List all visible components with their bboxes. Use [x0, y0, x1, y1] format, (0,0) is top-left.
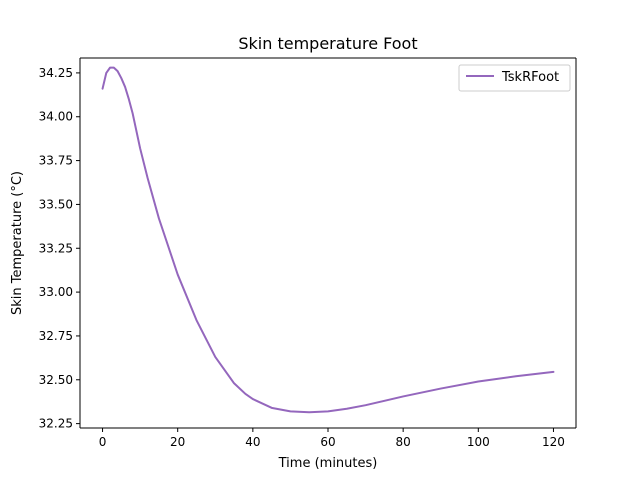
y-axis-ticks: 32.25 32.50 32.75 33.00 33.25 33.50 33.75 34.00… [39, 66, 80, 431]
legend: TskRFoot [458, 64, 571, 92]
legend-label: TskRFoot [501, 70, 559, 85]
y-tick-label: 33.00 [39, 285, 73, 299]
x-axis-label: Time (minutes) [278, 456, 378, 471]
y-tick-label: 33.25 [39, 241, 73, 255]
y-tick-label: 32.50 [39, 373, 73, 387]
y-tick-label: 33.75 [39, 154, 73, 168]
series-layer [101, 66, 555, 414]
legend-box [458, 64, 571, 92]
x-tick-label: 120 [542, 435, 565, 449]
y-axis-label: Skin Temperature (°C) [10, 171, 25, 315]
x-tick-label: 80 [396, 435, 411, 449]
y-tick-label: 34.00 [39, 110, 73, 124]
y-tick-label: 34.25 [39, 66, 73, 80]
x-tick-label: 0 [99, 435, 107, 449]
x-tick-label: 60 [320, 435, 335, 449]
x-tick-label: 20 [170, 435, 185, 449]
x-tick-label: 100 [467, 435, 490, 449]
plot-area [80, 58, 576, 428]
plot-frame [79, 57, 577, 429]
series-line-tskrfoot [101, 66, 555, 414]
y-tick-label: 33.50 [39, 197, 73, 211]
x-tick-label: 40 [245, 435, 260, 449]
y-tick-label: 32.25 [39, 417, 73, 431]
x-axis-ticks: 0 20 40 60 80 100 120 [99, 428, 565, 449]
y-tick-label: 32.75 [39, 329, 73, 343]
chart-title: Skin temperature Foot [238, 34, 417, 53]
